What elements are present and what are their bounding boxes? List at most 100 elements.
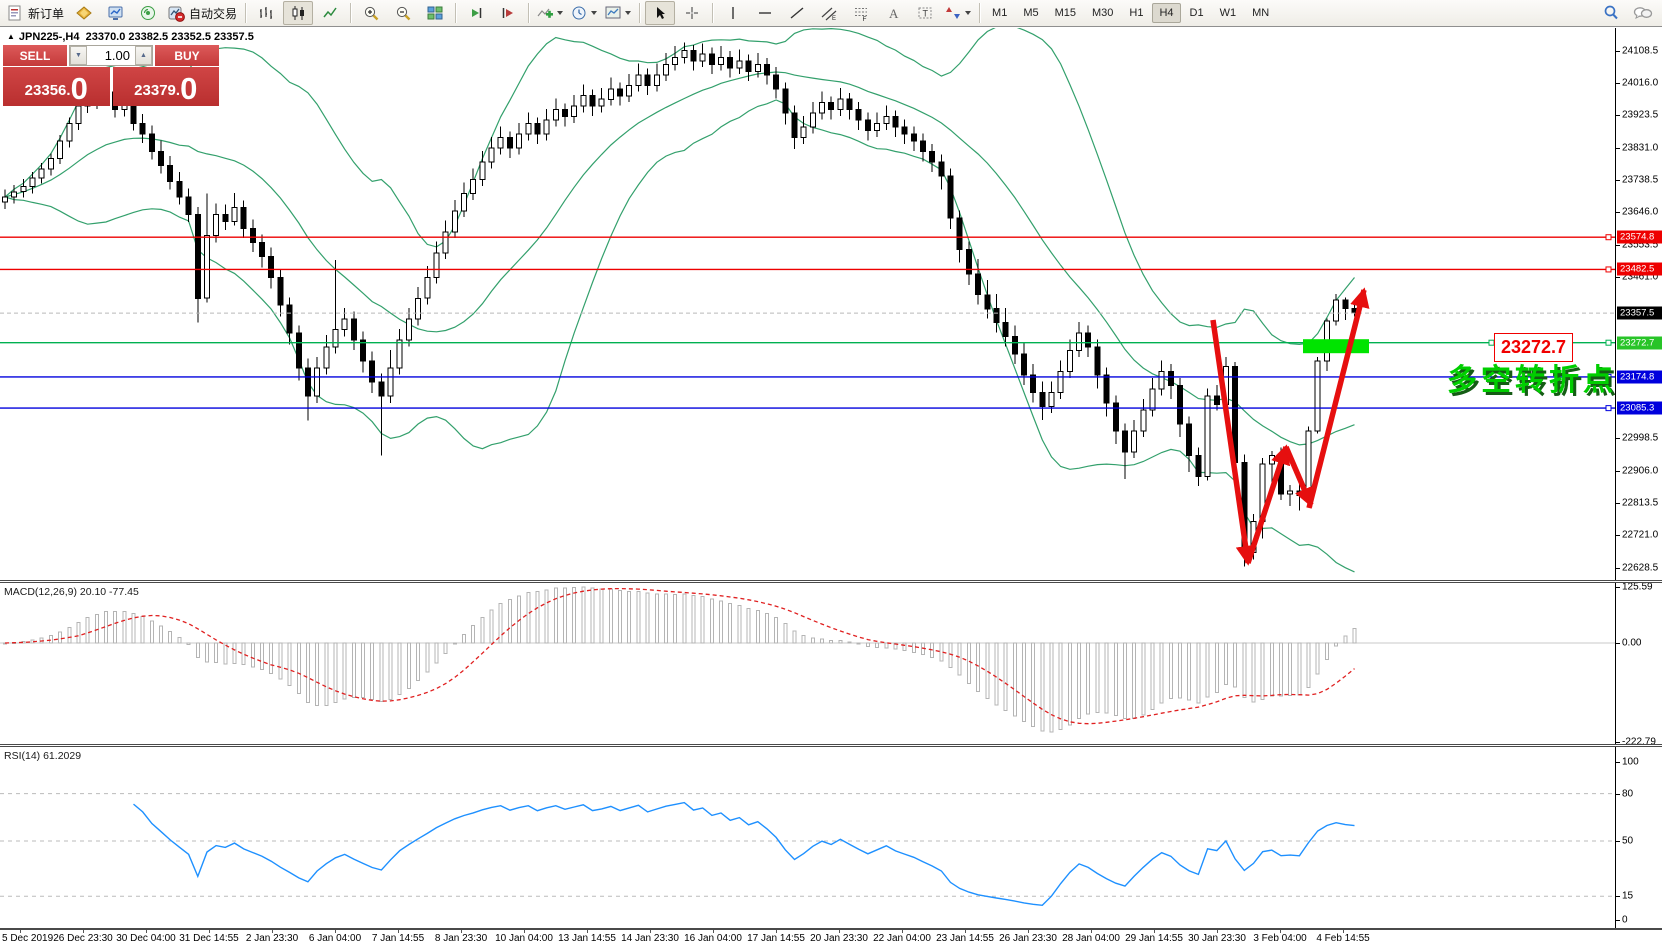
sell-button[interactable]: SELL: [3, 45, 67, 66]
ohlc-values: 23370.0 23382.5 23352.5 23357.5: [85, 31, 254, 43]
new-order-label: 新订单: [28, 6, 65, 21]
signal-icon: [140, 5, 157, 22]
rsi-plot[interactable]: [0, 747, 1615, 928]
time-tick: [1091, 930, 1092, 933]
volume-up-button[interactable]: ▲: [135, 46, 152, 65]
axis-tick: [1616, 244, 1620, 246]
time-label: 30 Dec 04:00: [116, 933, 176, 944]
time-label: 13 Jan 14:55: [558, 933, 616, 944]
macd-scale-label: 125.59: [1622, 583, 1653, 593]
templates-button[interactable]: [602, 1, 634, 25]
svg-text:A: A: [889, 6, 899, 21]
horizontal-line-button[interactable]: [750, 1, 780, 25]
timeframe-h4[interactable]: H4: [1152, 3, 1181, 23]
time-tick: [965, 930, 966, 933]
timeframe-m1[interactable]: M1: [992, 7, 1008, 19]
timeframe-m15[interactable]: M15: [1054, 7, 1076, 19]
price-badge: 23482.5: [1617, 262, 1662, 276]
price-tick-label: 22906.0: [1622, 465, 1659, 477]
macd-histogram: [3, 586, 1357, 733]
axis-tick: [1616, 212, 1620, 214]
buy-button[interactable]: BUY: [155, 45, 219, 66]
cursor-button[interactable]: [645, 1, 676, 25]
time-label: 3 Feb 04:00: [1253, 933, 1307, 944]
axis-tick: [1616, 83, 1620, 85]
time-label: 28 Jan 04:00: [1062, 933, 1120, 944]
fibonacci-button[interactable]: F: [846, 1, 876, 25]
panel-separator[interactable]: [0, 580, 1662, 583]
panel-separator[interactable]: [0, 744, 1662, 747]
time-tick: [272, 930, 273, 933]
axis-tick: [1616, 276, 1620, 278]
timeframe-mn[interactable]: MN: [1252, 7, 1270, 19]
buy-price-button[interactable]: 23379. 0: [112, 67, 219, 106]
trendline-button[interactable]: [782, 1, 812, 25]
bar-chart-mode-button[interactable]: [251, 1, 281, 25]
text-button[interactable]: A: [878, 1, 908, 25]
volume-down-button[interactable]: ▼: [70, 46, 87, 65]
periods-button[interactable]: [568, 1, 600, 25]
price-badge: 23357.5: [1617, 306, 1662, 320]
time-tick: [1343, 930, 1344, 933]
axis-tick: [1616, 643, 1620, 644]
one-click-trading-panel: SELL ▼ 1.00 ▲ BUY 23356. 0 23379. 0: [3, 45, 219, 107]
new-order-button[interactable]: 新订单: [4, 1, 67, 25]
text-label-button[interactable]: T: [910, 1, 940, 25]
chart-profiles-button[interactable]: [69, 1, 99, 25]
indicators-button[interactable]: [534, 1, 566, 25]
time-tick: [209, 930, 210, 933]
zoom-out-button[interactable]: [388, 1, 418, 25]
equidistant-channel-button[interactable]: E: [814, 1, 844, 25]
candlestick-mode-button[interactable]: [283, 1, 314, 25]
timeframe-h1[interactable]: H1: [1129, 7, 1144, 19]
rsi-line: [133, 801, 1355, 907]
price-tick-label: 23461.0: [1622, 271, 1659, 283]
axis-tick: [1616, 470, 1620, 472]
chart-symbol-line: ▲ JPN225-,H4 23370.0 23382.5 23352.5 2335…: [7, 31, 254, 43]
price-tick-label: 22998.5: [1622, 432, 1659, 444]
main-chart-plot[interactable]: [0, 28, 1615, 580]
chart-shift-button[interactable]: [493, 1, 523, 25]
horizontal-line-icon: [757, 5, 774, 22]
timeframe-m5[interactable]: M5: [1023, 7, 1039, 19]
cursor-icon: [652, 5, 669, 22]
vertical-line-button[interactable]: [718, 1, 748, 25]
tile-windows-icon: [427, 5, 444, 22]
templates-icon: [605, 5, 622, 22]
bar-chart-mode-icon: [258, 5, 275, 22]
timeframe-m30[interactable]: M30: [1092, 7, 1114, 19]
cn-annotation-text: 多空转折点: [1447, 364, 1617, 397]
crosshair-button[interactable]: [677, 1, 707, 25]
axis-tick: [1616, 742, 1620, 744]
volume-input[interactable]: 1.00: [104, 48, 130, 63]
auto-scroll-button[interactable]: [461, 1, 491, 25]
search-icon: [1602, 4, 1620, 22]
market-watch-button[interactable]: [101, 1, 131, 25]
sell-price: 23356: [24, 82, 67, 99]
signal-button[interactable]: [133, 1, 163, 25]
timeframe-d1[interactable]: D1: [1189, 7, 1204, 19]
zoom-in-button[interactable]: [356, 1, 386, 25]
time-label: 23 Jan 14:55: [936, 933, 994, 944]
price-tick-label: 22721.0: [1622, 529, 1659, 541]
chevron-down-icon: [625, 11, 632, 15]
axis-tick: [1616, 115, 1620, 117]
toolbar-separator: [528, 3, 530, 23]
autotrading-button[interactable]: 自动交易: [165, 1, 240, 25]
collapse-quotes-icon[interactable]: ▲: [7, 32, 15, 41]
rsi-scale-label: 0: [1622, 914, 1628, 926]
arrows-button[interactable]: [942, 1, 974, 25]
tile-windows-button[interactable]: [420, 1, 450, 25]
axis-tick: [1616, 50, 1620, 52]
timeframe-w1[interactable]: W1: [1219, 7, 1237, 19]
toolbar-separator: [712, 3, 714, 23]
price-tick-label: 22628.5: [1622, 562, 1659, 574]
macd-chart: [0, 586, 1615, 733]
macd-plot[interactable]: [0, 583, 1615, 744]
time-tick: [335, 930, 336, 933]
search-button[interactable]: [1596, 1, 1626, 25]
toolbar-separator: [979, 3, 981, 23]
chat-button[interactable]: [1628, 1, 1658, 25]
line-chart-mode-button[interactable]: [315, 1, 345, 25]
sell-price-button[interactable]: 23356. 0: [3, 67, 110, 106]
